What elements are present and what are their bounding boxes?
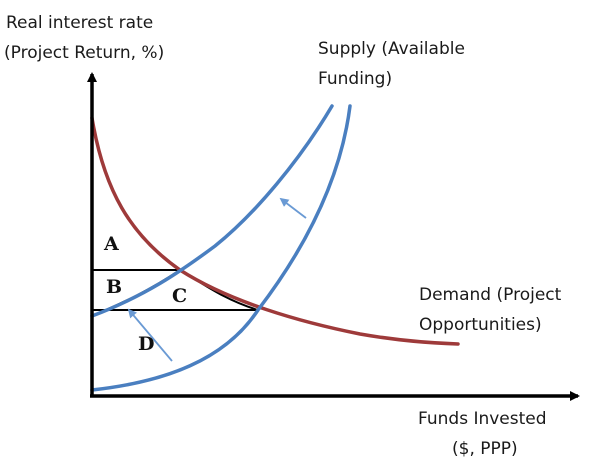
supply-label-line1: Supply (Available [318,39,465,59]
supply-curve-shifted [90,104,352,392]
area-label-d: D [138,333,154,355]
supply-label-line2: Funding) [318,69,392,89]
demand-curve [90,116,460,346]
arrow-up-left-icon [127,308,173,362]
demand-label: Demand (Project Opportunities) [419,285,567,335]
x-axis-label-line2: ($, PPP) [452,439,518,459]
area-label-a: A [103,233,119,255]
area-outline-curve-bottom [91,309,259,391]
demand-label-line2: Opportunities) [419,315,542,335]
area-label-b: B [106,276,122,298]
area-label-c: C [172,285,187,307]
y-axis-label: Real interest rate (Project Return, %) [4,13,164,63]
x-axis-label-line1: Funds Invested [418,409,547,429]
y-axis-label-line2: (Project Return, %) [4,43,164,63]
demand-label-line1: Demand (Project [419,285,562,305]
y-axis-label-line1: Real interest rate [6,13,153,33]
arrow-up-left-icon [279,197,307,219]
supply-label: Supply (Available Funding) [318,39,470,89]
supply-curve-original [90,104,334,318]
x-axis-label: Funds Invested ($, PPP) [418,409,552,459]
